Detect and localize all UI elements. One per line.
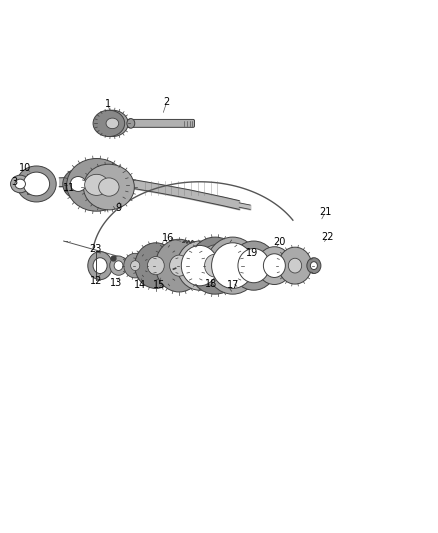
Ellipse shape [147, 256, 164, 274]
Text: 13: 13 [110, 278, 122, 288]
Ellipse shape [93, 110, 124, 136]
Ellipse shape [114, 261, 123, 270]
Ellipse shape [306, 258, 320, 273]
Ellipse shape [256, 247, 291, 285]
Ellipse shape [169, 255, 188, 276]
Ellipse shape [211, 243, 253, 288]
Ellipse shape [127, 118, 134, 128]
Ellipse shape [206, 237, 258, 294]
Ellipse shape [230, 241, 276, 290]
Ellipse shape [63, 169, 93, 199]
Ellipse shape [197, 245, 237, 287]
Text: 19: 19 [246, 248, 258, 259]
Text: 3: 3 [11, 177, 17, 187]
Ellipse shape [110, 256, 127, 275]
Ellipse shape [93, 258, 107, 273]
Text: 21: 21 [319, 207, 331, 216]
Text: 17: 17 [226, 280, 238, 290]
Ellipse shape [188, 237, 241, 294]
Ellipse shape [85, 174, 108, 196]
Ellipse shape [70, 176, 86, 191]
Ellipse shape [263, 254, 285, 278]
Text: 9: 9 [115, 203, 121, 213]
Ellipse shape [96, 110, 128, 136]
FancyBboxPatch shape [128, 119, 194, 127]
Text: 22: 22 [321, 232, 333, 242]
Text: 10: 10 [19, 163, 32, 173]
Ellipse shape [83, 164, 134, 210]
Text: 12: 12 [89, 276, 102, 286]
Ellipse shape [15, 179, 25, 189]
Ellipse shape [106, 118, 118, 128]
Ellipse shape [131, 261, 139, 271]
Ellipse shape [134, 243, 177, 288]
Text: 1: 1 [104, 99, 110, 109]
Text: 2: 2 [163, 97, 170, 107]
Text: 20: 20 [273, 237, 285, 247]
Text: 18: 18 [204, 279, 216, 289]
Text: 11: 11 [63, 183, 75, 193]
Text: 16: 16 [162, 233, 174, 243]
Text: 14: 14 [133, 280, 145, 290]
Ellipse shape [23, 172, 49, 196]
Ellipse shape [67, 158, 126, 211]
Ellipse shape [17, 166, 56, 202]
Ellipse shape [181, 245, 218, 286]
Ellipse shape [155, 239, 202, 292]
Ellipse shape [99, 178, 119, 196]
Ellipse shape [237, 248, 269, 282]
Ellipse shape [11, 175, 30, 193]
Bar [27, 174, 30, 193]
Text: 23: 23 [89, 244, 102, 254]
Ellipse shape [88, 252, 112, 280]
Ellipse shape [204, 254, 225, 277]
Ellipse shape [177, 241, 222, 290]
Text: 15: 15 [152, 280, 165, 290]
Ellipse shape [124, 253, 146, 278]
Ellipse shape [278, 247, 311, 284]
Ellipse shape [310, 262, 317, 270]
Ellipse shape [288, 259, 301, 273]
